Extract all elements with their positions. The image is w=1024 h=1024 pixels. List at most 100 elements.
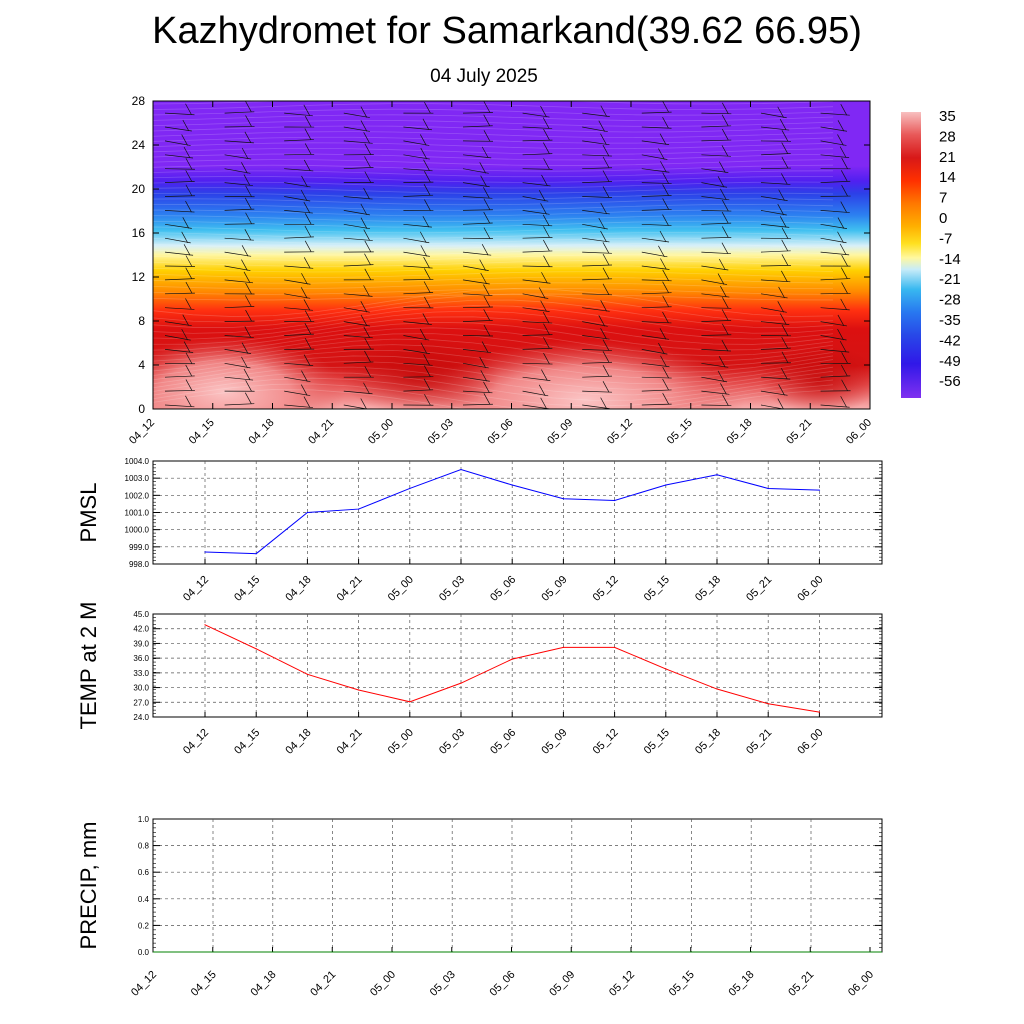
wind-barb-staff — [820, 237, 847, 244]
wind-barb-flag — [419, 231, 427, 243]
y-axis-label: PRECIP, mm — [76, 822, 101, 950]
wind-barb-staff — [164, 292, 195, 295]
wind-barb-staff — [343, 223, 371, 230]
wind-barb-flag — [662, 366, 669, 379]
chart-subtitle: 04 July 2025 — [430, 66, 538, 87]
wind-barb-staff — [522, 321, 553, 324]
contour-line — [153, 192, 834, 200]
wind-barb-flag — [658, 342, 665, 355]
data-point — [665, 484, 667, 486]
wind-barb-staff — [343, 210, 370, 216]
wind-barb-flag — [839, 146, 847, 158]
wind-barb-flag — [363, 132, 370, 144]
wind-barb-staff — [284, 265, 314, 269]
wind-barb-flag — [662, 172, 669, 184]
wind-barb-flag — [241, 245, 249, 257]
wind-barb-staff — [164, 278, 195, 281]
wind-barb-flag — [837, 314, 845, 327]
wind-barb-flag — [841, 184, 848, 197]
wind-barb-flag — [245, 115, 252, 127]
wind-barb-staff — [582, 210, 610, 215]
contour-line — [153, 187, 834, 194]
wind-barb-staff — [164, 390, 195, 392]
wind-barb-flag — [720, 383, 727, 395]
wind-barb-flag — [781, 324, 789, 336]
wind-barb-staff — [641, 376, 672, 379]
wind-barb-flag — [540, 397, 547, 409]
dark-core — [340, 335, 500, 409]
contour-line — [153, 260, 834, 267]
heatmap-y-tick-label: 8 — [138, 314, 145, 328]
wind-barb-flag — [781, 156, 789, 169]
wind-barb-flag — [538, 384, 546, 396]
wind-barb-flag — [303, 299, 311, 311]
wind-barb-flag — [659, 230, 667, 243]
wind-barb-staff — [403, 154, 430, 160]
data-point — [358, 508, 360, 510]
wind-barb-flag — [424, 394, 431, 406]
data-point — [818, 711, 821, 713]
wind-barb-flag — [841, 352, 848, 364]
wind-barb-staff — [284, 279, 311, 285]
wind-barb-flag — [658, 245, 665, 257]
heatmap-x-tick-label: 04_12 — [127, 417, 157, 447]
wind-barb-staff — [522, 210, 550, 215]
colorbar-label: 7 — [939, 190, 947, 207]
x-tick-label: 04_15 — [189, 969, 219, 999]
wind-barb-staff — [403, 321, 432, 325]
wind-barb-flag — [840, 298, 848, 311]
wind-barb-staff — [462, 196, 493, 199]
wind-barb-flag — [301, 273, 308, 285]
x-tick-label: 04_21 — [335, 574, 365, 604]
wind-barb-staff — [641, 237, 670, 243]
wind-barb-staff — [760, 362, 791, 364]
wind-barb-flag — [540, 105, 547, 118]
wind-barb-flag — [423, 354, 430, 366]
wind-barb-staff — [224, 126, 255, 128]
wind-barb-flag — [483, 309, 491, 321]
wind-barb-staff — [403, 349, 430, 354]
wind-barb-flag — [483, 295, 491, 308]
wind-barb-flag — [483, 227, 491, 239]
wind-barb-staff — [462, 182, 490, 188]
wind-barb-flag — [245, 309, 252, 322]
wind-barb-flag — [602, 144, 610, 157]
panel-frame — [152, 613, 883, 718]
wind-barb-staff — [582, 181, 612, 183]
panel-temp-at-2-m: 24.0 27.0 30.0 33.0 36.0 39.0 42.0 45.0 04_12 04_… — [76, 602, 883, 757]
wind-barb-staff — [760, 293, 788, 299]
x-tick-label: 06_00 — [846, 969, 876, 999]
x-tick-label: 05_15 — [667, 969, 697, 999]
wind-barb-flag — [245, 380, 252, 392]
wind-barb-staff — [820, 307, 850, 311]
wind-barb-staff — [760, 321, 790, 325]
wind-barb-staff — [701, 334, 732, 336]
wind-barb-flag — [483, 198, 491, 210]
wind-barb-flag — [662, 117, 669, 129]
wind-barb-staff — [701, 279, 728, 285]
colorbar-label: -14 — [939, 251, 961, 268]
data-point — [716, 688, 718, 690]
contour-line — [153, 344, 834, 373]
wind-barb-staff — [224, 376, 254, 381]
wind-barb-flag — [602, 283, 610, 295]
wind-barb-staff — [701, 125, 732, 128]
wind-barb-flag — [245, 212, 252, 224]
heatmap-y-tick-label: 28 — [132, 94, 146, 108]
warm-core-left — [153, 337, 345, 409]
wind-barb-flag — [241, 259, 248, 271]
wind-barb-staff — [641, 279, 672, 282]
wind-barb-staff — [582, 390, 613, 393]
wind-barb-staff — [224, 349, 252, 354]
wind-barb-flag — [602, 381, 610, 393]
wind-barb-flag — [543, 239, 550, 252]
wind-barb-flag — [598, 315, 606, 327]
wind-barb-flag — [543, 142, 550, 154]
colorbar-bar — [901, 112, 921, 398]
wind-barb-staff — [224, 154, 252, 160]
wind-barb-flag — [185, 267, 193, 279]
y-tick-label: 24.0 — [133, 713, 149, 722]
wind-barb-flag — [363, 187, 370, 200]
wind-barb-staff — [284, 196, 311, 202]
wind-barb-flag — [304, 225, 312, 238]
